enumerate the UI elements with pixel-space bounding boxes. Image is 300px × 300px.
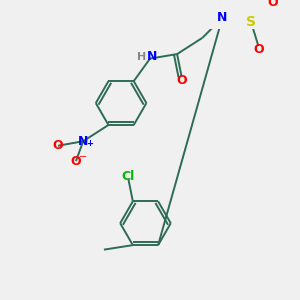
- Text: O: O: [70, 154, 81, 168]
- Text: O: O: [52, 139, 63, 152]
- Text: N: N: [147, 50, 157, 63]
- Text: N: N: [78, 135, 88, 148]
- Text: O: O: [253, 43, 264, 56]
- Text: N: N: [217, 11, 227, 25]
- Text: −: −: [79, 152, 87, 162]
- Text: O: O: [268, 0, 278, 9]
- Text: O: O: [176, 74, 187, 87]
- Text: S: S: [246, 16, 256, 29]
- Text: Cl: Cl: [122, 170, 135, 183]
- Text: +: +: [86, 140, 93, 148]
- Text: H: H: [137, 52, 146, 62]
